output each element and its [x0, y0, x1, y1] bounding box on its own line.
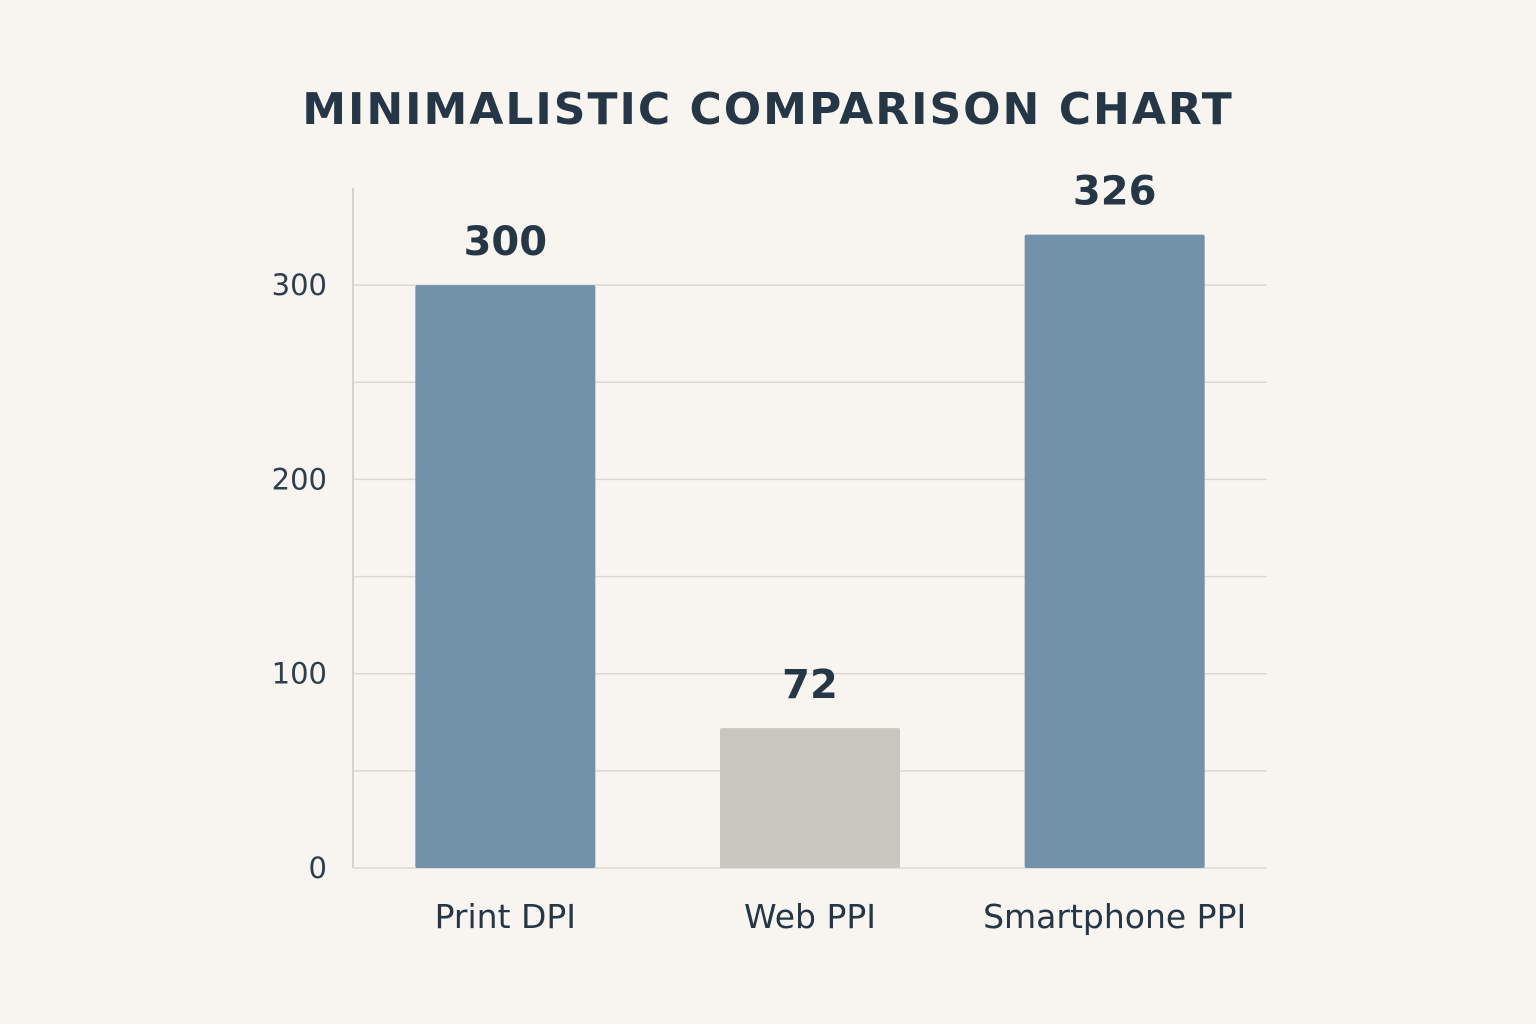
y-tick-label: 300: [272, 268, 327, 302]
category-label: Print DPI: [435, 897, 576, 936]
bars: [415, 234, 1205, 869]
value-label: 72: [782, 662, 838, 708]
y-tick-labels: 0 100 200 300: [272, 268, 327, 885]
bar-web-ppi: [720, 728, 900, 868]
bar-print-dpi: [415, 285, 596, 869]
y-tick-label: 0: [309, 851, 327, 885]
y-tick-label: 100: [272, 657, 327, 691]
y-tick-label: 200: [272, 462, 327, 496]
category-label: Smartphone PPI: [983, 897, 1246, 936]
value-label: 300: [464, 219, 548, 265]
value-label: 326: [1073, 169, 1157, 215]
chart-title: MINIMALISTIC COMPARISON CHART: [302, 84, 1234, 135]
bar-smartphone-ppi: [1024, 234, 1205, 869]
category-label: Web PPI: [744, 897, 876, 936]
category-labels: Print DPI Web PPI Smartphone PPI: [435, 897, 1247, 936]
value-labels: 300 72 326: [464, 169, 1157, 708]
